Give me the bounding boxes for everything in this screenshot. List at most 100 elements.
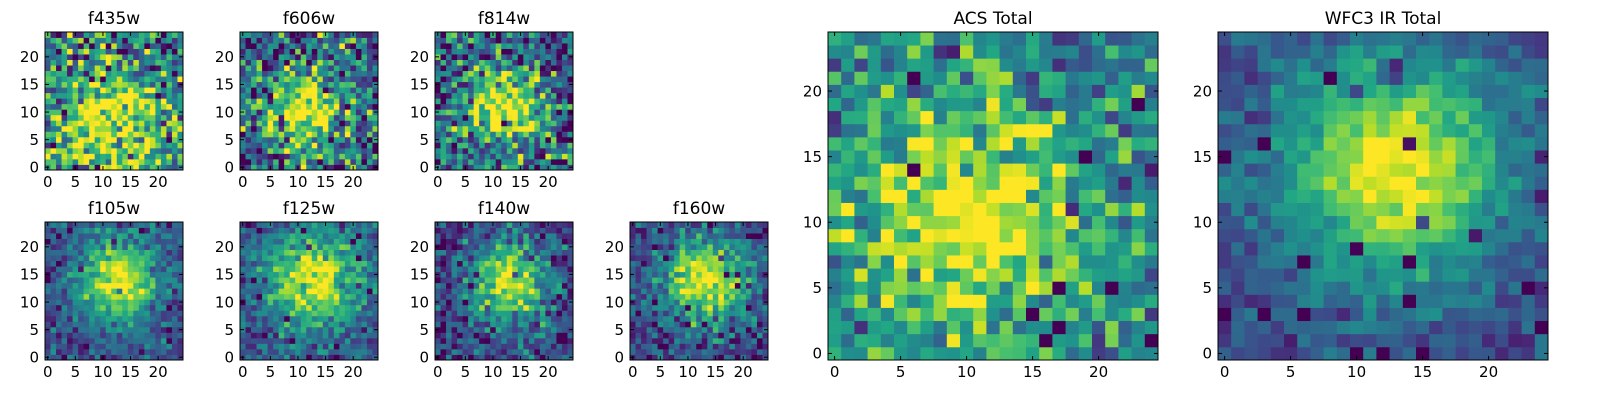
heatmap-cell <box>133 115 139 121</box>
heatmap-cell <box>45 349 51 355</box>
heatmap-cell <box>361 71 367 77</box>
heatmap-cell <box>295 76 301 82</box>
heatmap-cell <box>485 109 491 115</box>
heatmap-cell <box>545 109 551 115</box>
heatmap-cell <box>518 288 524 294</box>
heatmap-cell <box>323 343 329 349</box>
heatmap-cell <box>545 76 551 82</box>
y-tick-label: 5 <box>224 321 234 339</box>
heatmap-cell <box>501 250 507 256</box>
heatmap-cell <box>89 244 95 250</box>
heatmap-cell <box>551 142 557 148</box>
heatmap-cell <box>652 228 658 234</box>
heatmap-cell <box>62 148 68 154</box>
heatmap-cell <box>485 228 491 234</box>
heatmap-cell <box>724 327 730 333</box>
heatmap-cell <box>122 65 128 71</box>
heatmap-cell <box>317 137 323 143</box>
heatmap-cell <box>757 299 763 305</box>
heatmap-cell <box>367 76 373 82</box>
heatmap-cell <box>636 228 642 234</box>
heatmap-cell <box>150 148 156 154</box>
heatmap-cell <box>172 153 178 159</box>
heatmap-cell <box>73 349 79 355</box>
heatmap-cell <box>540 49 546 55</box>
heatmap-cell <box>663 294 669 300</box>
heatmap-cells <box>828 32 1158 360</box>
heatmap-cell <box>301 131 307 137</box>
heatmap-cell <box>556 305 562 311</box>
heatmap-cell <box>334 294 340 300</box>
heatmap-cell <box>84 261 90 267</box>
heatmap-cell <box>128 126 134 132</box>
heatmap-cell <box>556 255 562 261</box>
heatmap-cell <box>172 305 178 311</box>
heatmap-cell <box>240 233 246 239</box>
heatmap-cell <box>323 299 329 305</box>
heatmap-cell <box>67 321 73 327</box>
heatmap-cell <box>334 82 340 88</box>
heatmap-cell <box>111 316 117 322</box>
heatmap-cell <box>45 288 51 294</box>
heatmap-cell <box>1066 163 1080 177</box>
heatmap-cell <box>84 222 90 228</box>
heatmap-cell <box>166 255 172 261</box>
heatmap-cell <box>1039 347 1053 361</box>
heatmap-cell <box>117 60 123 66</box>
heatmap-cell <box>339 142 345 148</box>
heatmap-cell <box>56 261 62 267</box>
heatmap-cell <box>246 327 252 333</box>
heatmap-cell <box>1105 334 1119 348</box>
heatmap-cell <box>161 93 167 99</box>
heatmap-cell <box>512 32 518 38</box>
heatmap-cell <box>323 266 329 272</box>
heatmap-cell <box>441 71 447 77</box>
heatmap-cell <box>680 250 686 256</box>
heatmap-cell <box>328 71 334 77</box>
heatmap-cell <box>512 142 518 148</box>
heatmap-cell <box>334 222 340 228</box>
heatmap-cell <box>262 343 268 349</box>
heatmap-cell <box>78 98 84 104</box>
heatmap-cell <box>345 338 351 344</box>
heatmap-cell <box>658 250 664 256</box>
heatmap-cell <box>435 65 441 71</box>
heatmap-cell <box>334 244 340 250</box>
heatmap-cell <box>1000 163 1014 177</box>
heatmap-cell <box>1066 308 1080 322</box>
heatmap-cell <box>868 294 882 308</box>
heatmap-cell <box>328 327 334 333</box>
heatmap-cell <box>1145 294 1159 308</box>
heatmap-cell <box>529 159 535 165</box>
heatmap-cell <box>441 32 447 38</box>
heatmap-cell <box>306 288 312 294</box>
heatmap-cell <box>78 93 84 99</box>
heatmap-cell <box>479 120 485 126</box>
y-tick-label: 0 <box>224 348 234 366</box>
heatmap-cell <box>128 148 134 154</box>
heatmap-cell <box>339 239 345 245</box>
heatmap-cell <box>268 43 274 49</box>
heatmap-cell <box>718 305 724 311</box>
heatmap-cell <box>529 104 535 110</box>
heatmap-cell <box>457 343 463 349</box>
heatmap-cell <box>1105 308 1119 322</box>
heatmap-cell <box>284 228 290 234</box>
heatmap-cell <box>757 310 763 316</box>
heatmap-cell <box>95 71 101 77</box>
heatmap-cell <box>680 316 686 322</box>
heatmap-cell <box>757 327 763 333</box>
heatmap-cell <box>669 321 675 327</box>
heatmap-cell <box>133 321 139 327</box>
heatmap-cell <box>284 222 290 228</box>
heatmap-cell <box>111 283 117 289</box>
heatmap-cell <box>155 43 161 49</box>
heatmap-cell <box>246 120 252 126</box>
heatmap-cell <box>920 347 934 361</box>
heatmap-cell <box>246 93 252 99</box>
heatmap-cell <box>947 334 961 348</box>
heatmap-cell <box>751 294 757 300</box>
heatmap-cell <box>1145 203 1159 217</box>
heatmap-cell <box>67 228 73 234</box>
heatmap-cell <box>56 343 62 349</box>
